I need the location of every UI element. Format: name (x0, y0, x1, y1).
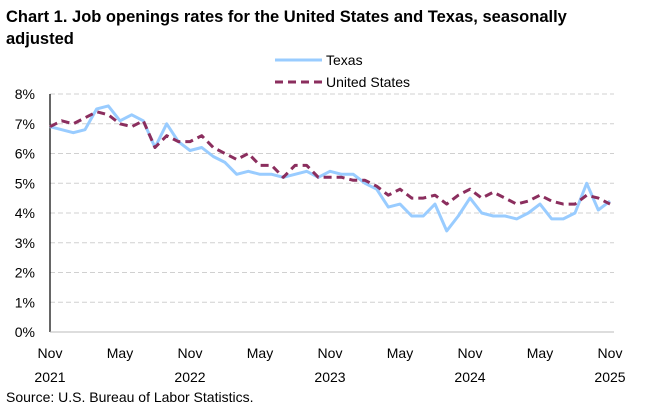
x-tick-month: Nov (458, 345, 483, 361)
x-tick-month: Nov (598, 345, 623, 361)
y-tick-label: 6% (15, 146, 35, 162)
y-tick-label: 0% (15, 324, 35, 340)
y-tick-label: 3% (15, 235, 35, 251)
y-tick-label: 2% (15, 265, 35, 281)
y-tick-label: 4% (15, 205, 35, 221)
source-note: Source: U.S. Bureau of Labor Statistics. (6, 389, 254, 405)
y-tick-label: 1% (15, 294, 35, 310)
x-tick-month: Nov (318, 345, 343, 361)
x-tick-year: 2022 (174, 369, 205, 385)
legend-label: Texas (326, 52, 363, 68)
x-tick-month: May (107, 345, 133, 361)
x-tick-year: 2025 (594, 369, 625, 385)
series-line-united-states (49, 110, 611, 206)
y-tick-label: 7% (15, 116, 35, 132)
x-tick-month: May (387, 345, 413, 361)
y-tick-label: 8% (15, 86, 35, 102)
chart-title: Chart 1. Job openings rates for the Unit… (6, 8, 567, 48)
x-tick-month: May (527, 345, 553, 361)
x-tick-year: 2023 (314, 369, 345, 385)
x-tick-year: 2021 (34, 369, 65, 385)
x-tick-month: Nov (178, 345, 203, 361)
x-tick-month: May (247, 345, 273, 361)
y-tick-label: 5% (15, 175, 35, 191)
legend-label: United States (326, 74, 410, 90)
x-tick-year: 2024 (454, 369, 485, 385)
x-tick-month: Nov (38, 345, 63, 361)
